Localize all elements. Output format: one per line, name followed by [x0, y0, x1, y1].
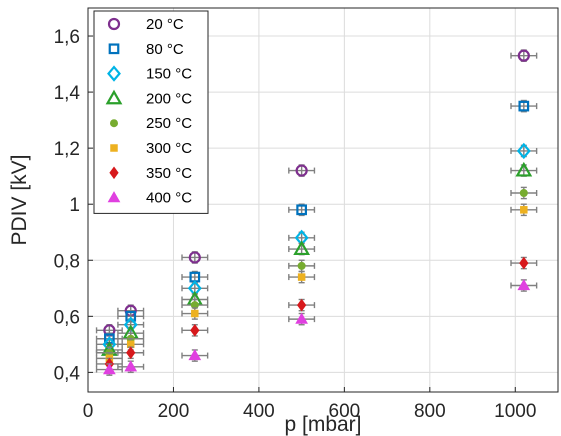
data-point [293, 240, 311, 256]
x-tick-label: 800 [414, 401, 446, 422]
y-tick-label: 1,6 [54, 27, 80, 48]
x-tick-label: 1000 [494, 401, 536, 422]
legend-label: 150 °C [146, 66, 192, 83]
plot-frame [87, 7, 559, 393]
series-150c [95, 142, 538, 353]
x-tick-label: 600 [329, 401, 361, 422]
data-point [518, 100, 530, 112]
data-point [295, 164, 308, 177]
axis-ticks: 0 200 400 600 800 1000 0,4 0,6 0,8 1 1,2 1,4 1,6 [54, 27, 537, 422]
legend-marker [107, 17, 121, 31]
y-tick-label: 1,4 [54, 83, 81, 104]
data-point [126, 346, 136, 360]
legend-label: 20 °C [146, 16, 184, 33]
legend-marker [109, 166, 119, 180]
data-point [519, 188, 528, 197]
legend-label: 80 °C [146, 41, 184, 58]
x-tick-label: 200 [158, 401, 190, 422]
data-point [191, 309, 199, 318]
data-point [517, 278, 531, 291]
data-point [515, 161, 533, 177]
legend: 20 °C 80 °C 150 °C 200 °C 250 °C 300 °C 350 °C… [93, 10, 209, 214]
legend-label: 300 °C [146, 140, 192, 157]
legend-marker [107, 65, 121, 82]
data-point [516, 142, 531, 160]
data-point [188, 251, 201, 264]
data-point [188, 349, 202, 361]
series-300c [95, 203, 538, 365]
legend-marker [108, 43, 120, 55]
x-tick-label: 0 [83, 401, 94, 422]
legend-label: 400 °C [146, 190, 192, 207]
data-point [296, 204, 307, 216]
data-point [295, 312, 308, 324]
data-points [95, 49, 538, 376]
data-point [190, 323, 200, 337]
legend-marker [110, 119, 118, 128]
y-tick-label: 0,4 [54, 363, 81, 384]
data-point [297, 298, 307, 312]
legend-label: 350 °C [146, 165, 192, 182]
legend-label: 200 °C [146, 90, 192, 107]
data-point [103, 363, 116, 375]
legend-label: 250 °C [146, 115, 192, 132]
y-axis-title: PDIV [kV] [8, 154, 31, 245]
y-tick-label: 0,8 [54, 251, 80, 272]
data-point [520, 206, 528, 214]
x-tick-label: 400 [243, 401, 275, 422]
legend-marker [105, 89, 123, 105]
data-point [297, 273, 306, 281]
data-point [124, 360, 138, 372]
x-axis-title: p [mbar] [284, 413, 361, 436]
series-350c [95, 256, 538, 371]
y-tick-label: 1 [69, 195, 80, 216]
series-400c [95, 278, 538, 376]
data-point [519, 256, 529, 270]
y-tick-label: 0,6 [54, 307, 80, 328]
legend-marker [110, 144, 118, 152]
legend-marker [107, 191, 121, 203]
y-tick-label: 1,2 [54, 139, 80, 160]
data-point [517, 49, 530, 62]
data-point [297, 261, 306, 270]
